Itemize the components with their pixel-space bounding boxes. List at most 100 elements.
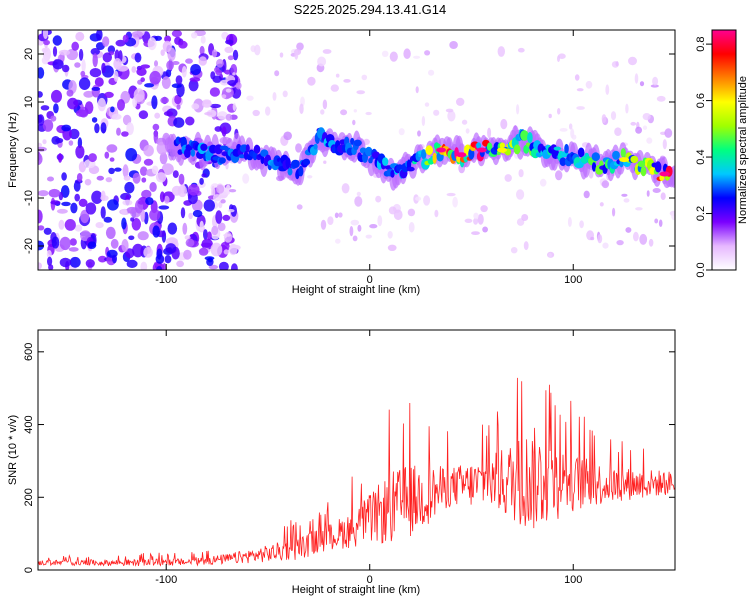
y-tick-label: 20 (23, 48, 35, 60)
heatmap-cell (307, 76, 316, 86)
heatmap-cell (330, 84, 339, 92)
x-tick-label: 100 (564, 274, 582, 286)
heatmap-cell (128, 235, 135, 241)
heatmap-cell (116, 127, 121, 136)
heatmap-cell (216, 58, 224, 68)
heatmap-cell (208, 264, 219, 270)
heatmap-peak (659, 171, 670, 177)
heatmap-cell (52, 46, 58, 57)
heatmap-cell (365, 111, 372, 116)
snr-x-axis-label: Height of straight line (km) (292, 584, 420, 596)
heatmap-cell (218, 157, 226, 164)
heatmap-cell (126, 206, 138, 214)
heatmap-cell (140, 209, 146, 222)
chart-title: S225.2025.294.13.41.G14 (294, 2, 447, 17)
y-tick-label: -20 (23, 238, 35, 254)
heatmap-cell (210, 71, 216, 80)
heatmap-cell (428, 69, 435, 76)
heatmap-cell (59, 236, 71, 251)
heatmap-cell (75, 31, 85, 42)
heatmap-cell (154, 60, 158, 67)
heatmap-cell (591, 152, 600, 162)
heatmap-cell (220, 199, 226, 204)
heatmap-cell (138, 110, 149, 120)
heatmap-cell (499, 142, 506, 149)
heatmap-cell (38, 142, 43, 148)
heatmap-cell (224, 46, 234, 53)
heatmap-cell (577, 147, 585, 158)
heatmap-cell (253, 144, 261, 154)
heatmap-cell (74, 193, 80, 202)
heatmap-cell (198, 247, 209, 256)
heatmap-cell (97, 97, 107, 112)
heatmap-cell (625, 227, 632, 233)
heatmap-cell (164, 195, 170, 204)
heatmap-cell (185, 238, 195, 247)
heatmap-cell (476, 142, 482, 150)
heatmap-cell (591, 162, 597, 172)
heatmap-cell (521, 214, 529, 221)
heatmap-cell (423, 195, 431, 206)
heatmap-cell (126, 259, 138, 268)
snr-series-line (38, 377, 675, 567)
heatmap-cell (90, 48, 101, 56)
heatmap-cell (210, 242, 223, 257)
heatmap-cell (221, 126, 227, 137)
heatmap-cell (149, 182, 157, 192)
heatmap-cell (352, 119, 356, 126)
heatmap-cell (225, 88, 232, 93)
heatmap-cell (87, 241, 97, 249)
heatmap-cell (178, 173, 185, 185)
heatmap-cell (415, 86, 419, 94)
heatmap-cell (166, 60, 175, 71)
heatmap-cell (516, 189, 525, 200)
heatmap-cell (634, 73, 639, 84)
heatmap-cell (163, 111, 174, 117)
heatmap-cell (101, 62, 106, 74)
heatmap-cell (94, 77, 104, 87)
heatmap-cell (105, 226, 116, 239)
heatmap-cell (625, 103, 629, 114)
heatmap-cell (340, 109, 348, 116)
heatmap-cell (664, 128, 673, 138)
heatmap-cell (141, 189, 152, 199)
heatmap-cell (254, 44, 261, 56)
heatmap-peak (476, 147, 487, 153)
heatmap-cell (132, 172, 141, 184)
heatmap-cell (96, 175, 105, 181)
heatmap-cell (175, 75, 183, 85)
heatmap-cell (295, 143, 302, 153)
heatmap-cell (322, 49, 332, 54)
snr-y-ticks: 0 200 400 600 (23, 343, 675, 573)
heatmap-cell (69, 256, 81, 268)
heatmap-cell (279, 52, 284, 58)
heatmap-cell (377, 215, 383, 227)
heatmap-cell (199, 177, 204, 185)
heatmap-cell (517, 47, 525, 53)
heatmap-cell (382, 157, 389, 166)
heatmap-cell (78, 77, 91, 90)
heatmap-peak (456, 152, 467, 158)
heatmap-cell (151, 165, 159, 175)
heatmap-cell (78, 48, 84, 61)
heatmap-cell (465, 128, 470, 134)
heatmap-cell (199, 45, 205, 56)
heatmap-cell (229, 189, 237, 193)
heatmap-cell (68, 140, 74, 146)
heatmap-cell (660, 192, 666, 200)
heatmap-cell (78, 198, 88, 207)
heatmap-cell (156, 266, 163, 270)
heatmap-cell (338, 212, 343, 218)
heatmap-cell (361, 74, 368, 81)
heatmap-cell (42, 30, 49, 39)
heatmap-cell (123, 175, 131, 181)
heatmap-cell (654, 218, 659, 224)
colorbar: 0.0 0.2 0.4 0.6 0.8 Normalized spectral ampl… (695, 29, 749, 278)
heatmap-cell (302, 158, 311, 166)
heatmap-cell (152, 123, 160, 131)
heatmap-cell (183, 249, 192, 260)
colorbar-tick-label: 0.8 (695, 36, 707, 51)
heatmap-cell (176, 104, 181, 110)
heatmap-cell (265, 106, 271, 116)
heatmap-cell (141, 177, 147, 183)
